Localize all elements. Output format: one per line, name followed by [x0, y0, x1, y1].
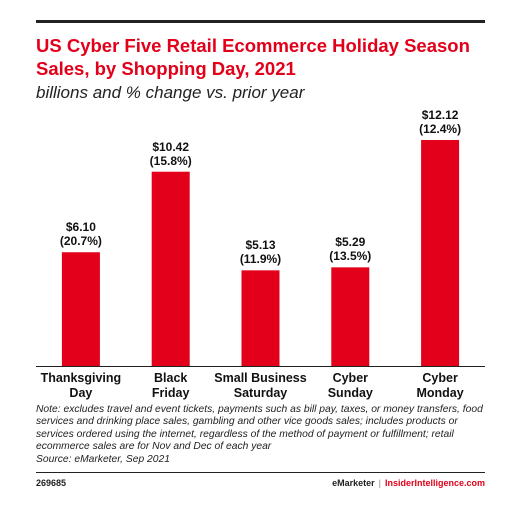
- brand-footer: eMarketer | InsiderIntelligence.com: [332, 478, 485, 488]
- chart-note: Note: excludes travel and event tickets,…: [36, 404, 492, 466]
- category-label-0: Thanksgiving Day: [40, 371, 122, 400]
- bar-value-1: $10.42: [152, 139, 190, 154]
- bar-value-2: $5.13: [245, 238, 276, 253]
- category-label-2: Small Business Saturday: [214, 371, 307, 400]
- chart-title: US Cyber Five Retail Ecommerce Holiday S…: [36, 35, 470, 79]
- bar-value-0: $6.10: [65, 220, 96, 235]
- bar-value-label-2: $5.13 (11.9%): [216, 238, 306, 266]
- bar-value-label-3: $5.29 (13.5%): [305, 235, 395, 263]
- top-rule: [36, 20, 485, 23]
- bar-value-label-0: $6.10 (20.7%): [36, 220, 126, 248]
- brand-separator: |: [378, 478, 381, 488]
- bar-1: [151, 171, 190, 366]
- bar-2: [241, 270, 280, 366]
- bar-value-label-1: $10.42 (15.8%): [126, 140, 216, 168]
- bar-change-0: (20.7%): [59, 234, 102, 249]
- bar-3: [331, 267, 370, 366]
- bar-0: [61, 252, 100, 366]
- brand-emarketer: eMarketer: [332, 478, 375, 488]
- category-label-3: Cyber Sunday: [327, 371, 373, 400]
- chart-id: 269685: [36, 478, 67, 488]
- source-text: Source: eMarketer, Sep 2021: [36, 453, 170, 465]
- brand-insider: InsiderIntelligence.com: [384, 478, 485, 488]
- note-text: Note: excludes travel and event tickets,…: [36, 404, 483, 453]
- bar-4: [421, 140, 460, 366]
- bar-change-2: (11.9%): [239, 252, 282, 267]
- bar-change-4: (12.4%): [419, 122, 462, 136]
- category-label-1: Black Friday: [151, 371, 190, 400]
- category-label-4: Cyber Monday: [416, 371, 464, 400]
- bottom-rule: [36, 472, 485, 473]
- bar-change-3: (13.5%): [329, 249, 372, 264]
- bar-change-1: (15.8%): [149, 153, 192, 168]
- chart-subtitle: billions and % change vs. prior year: [36, 83, 305, 102]
- bar-value-3: $5.29: [335, 235, 366, 250]
- bar-value-4: $12.12: [421, 108, 459, 122]
- bar-value-label-4: $12.12 (12.4%): [395, 108, 485, 136]
